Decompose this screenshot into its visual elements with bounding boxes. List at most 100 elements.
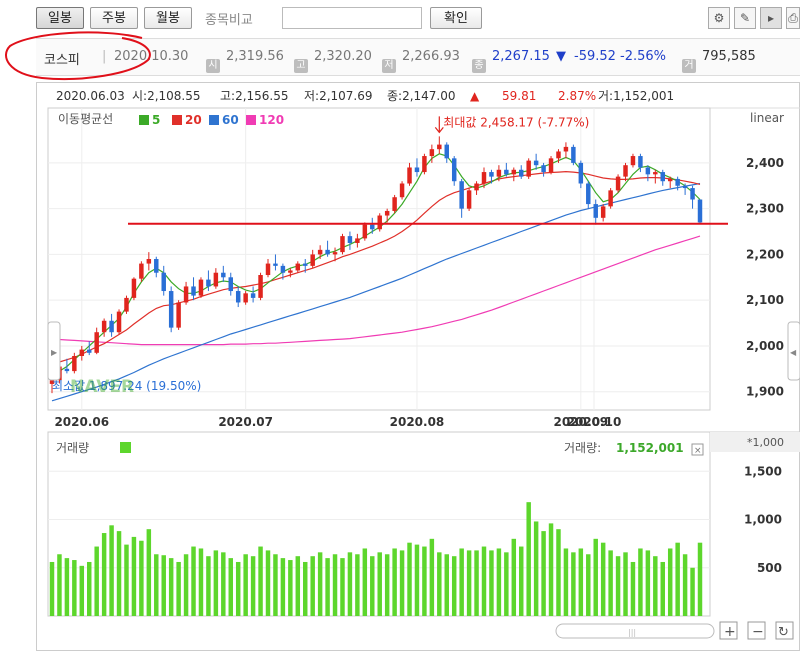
candle-body [682, 185, 688, 189]
close-value: 2,267.15 [492, 49, 550, 64]
scale-label: linear [750, 111, 784, 125]
y-tick-label: 2,300 [746, 202, 784, 216]
candle-body [414, 167, 420, 173]
right-chevron-icon: ◀ [790, 348, 797, 357]
candle-body [131, 278, 137, 298]
volume-bar [355, 554, 360, 616]
candle-body [608, 190, 613, 207]
info-change: 59.81 [502, 89, 536, 103]
zoom-in-button[interactable] [719, 621, 738, 640]
volume-bar [511, 538, 517, 616]
ma-legend: 이동평균선 5 20 60 120 [58, 112, 284, 127]
volume-bar [87, 561, 92, 616]
volume-bar [571, 552, 576, 616]
volume-bar [429, 538, 435, 616]
candle-body [221, 272, 226, 278]
candle-body [295, 263, 301, 271]
left-scroll-handle[interactable] [47, 321, 61, 381]
candle-body [370, 224, 375, 230]
ma60-line [51, 182, 701, 402]
tab-daily[interactable]: 일봉 [36, 7, 84, 29]
candle-body [243, 293, 248, 303]
open-value: 2,319.56 [226, 49, 284, 64]
candle-body [198, 279, 204, 296]
ma5-line [51, 153, 701, 379]
volume-bar [459, 548, 464, 616]
volume-bar [64, 558, 70, 616]
minus-icon: − [752, 624, 764, 640]
candle-body [615, 176, 621, 191]
volume-close-button[interactable] [691, 443, 704, 456]
candle-body [697, 199, 703, 223]
volume-bar [504, 552, 509, 616]
candle-body [481, 172, 487, 184]
volume-tick-label: 1,500 [744, 464, 782, 478]
x-tick-label: 2020.06 [54, 415, 109, 429]
volume-bar [541, 531, 546, 616]
volume-bar [682, 554, 688, 616]
scrollbar-grip-icon: ||| [628, 628, 636, 637]
candle-body [273, 263, 278, 266]
candle-body [399, 183, 405, 198]
volume-bar [131, 536, 137, 616]
y-tick-label: 1,900 [746, 385, 784, 399]
volume-bar [243, 554, 248, 616]
naver-watermark: NAVER [70, 377, 134, 397]
candle-body [362, 224, 368, 239]
high-value: 2,320.20 [314, 49, 372, 64]
volume-bar [317, 552, 323, 616]
volume-bar [437, 552, 442, 616]
candle-body [176, 302, 181, 328]
candle-body [317, 249, 323, 255]
info-low: 저:2,107.69 [304, 89, 373, 103]
volume-bar [496, 548, 502, 616]
ma120-line [51, 235, 701, 346]
volume-bar [638, 548, 643, 616]
tab-monthly[interactable]: 월봉 [144, 7, 192, 29]
volume-bar [347, 552, 353, 616]
timeline-scrollbar[interactable] [555, 623, 715, 639]
candle-body [593, 204, 598, 218]
refresh-button[interactable] [775, 621, 794, 640]
plus-icon: + [724, 624, 736, 640]
draw-icon[interactable]: ✎ [734, 7, 756, 29]
candle-body [645, 167, 651, 175]
volume-bar [124, 544, 129, 616]
volume-tick-label: 500 [757, 561, 782, 575]
volume-bar [109, 525, 114, 616]
zoom-out-button[interactable] [747, 621, 766, 640]
moving-average-lines [51, 153, 701, 402]
volume-bar [667, 548, 673, 616]
candle-body [489, 172, 494, 177]
change-value: -59.52 [574, 49, 616, 64]
volume-bar [221, 552, 226, 616]
candle-body [437, 144, 442, 150]
confirm-button[interactable]: 확인 [430, 7, 482, 29]
volume-bar [690, 567, 695, 616]
candle-body [49, 380, 55, 384]
candle-body [377, 215, 382, 230]
volume-bar [474, 550, 479, 616]
volume-y-axis: 500 1,000 1,500 [744, 464, 782, 574]
volume-bar [615, 556, 621, 616]
volume-bar [288, 560, 293, 616]
candle-body [533, 160, 539, 166]
volume-bar [392, 548, 397, 616]
volume-bar [154, 554, 159, 616]
info-bar: 2020.06.03 시:2,108.55 고:2,156.55 저:2,107… [56, 89, 674, 103]
candle-body [600, 206, 606, 218]
compare-input[interactable] [282, 7, 422, 29]
volume-bar [168, 558, 174, 616]
tab-weekly[interactable]: 주봉 [90, 7, 138, 29]
candle-body [94, 332, 99, 353]
volume-bar [161, 555, 166, 616]
refresh-icon: ↻ [778, 625, 789, 640]
volume-bar [340, 558, 345, 616]
tools-icon[interactable]: ⚙ [708, 7, 730, 29]
cursor-icon[interactable]: ▸ [760, 7, 782, 29]
volume-bar [399, 550, 405, 616]
candle-body [392, 197, 397, 211]
candle-body [690, 188, 695, 200]
right-scroll-handle[interactable] [787, 321, 800, 381]
price-grid [48, 108, 710, 410]
